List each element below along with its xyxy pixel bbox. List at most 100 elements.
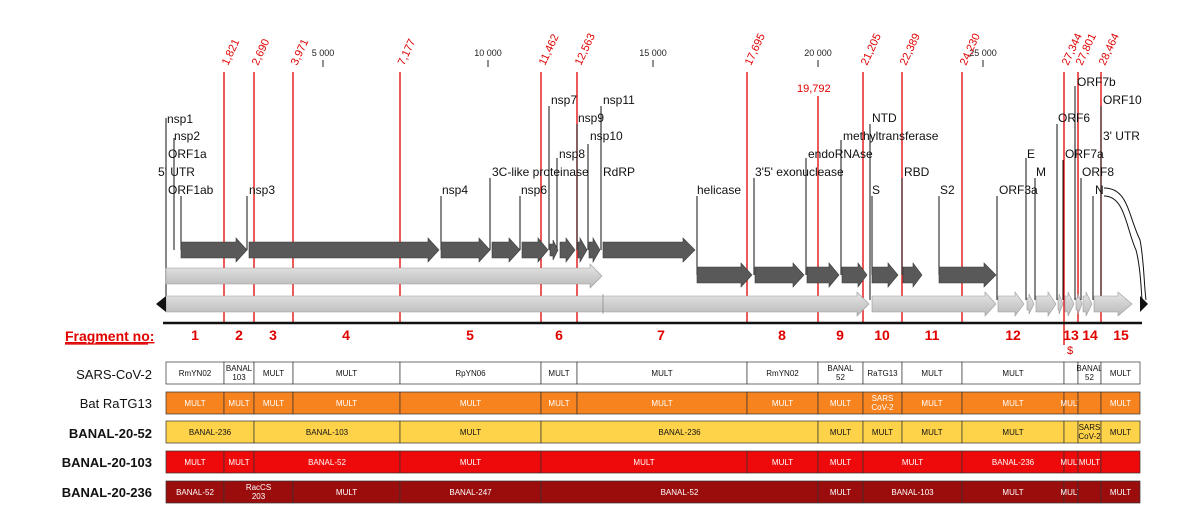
donor-cell-label: MULT bbox=[921, 399, 942, 408]
fragment-number: 13 bbox=[1063, 327, 1079, 343]
gene-label-orf6: ORF6 bbox=[1058, 111, 1090, 125]
fragment-number: 11 bbox=[925, 327, 940, 343]
donor-cell-label: MULT bbox=[184, 458, 205, 467]
gene-label-orf8: ORF8 bbox=[1082, 165, 1114, 179]
donor-cell bbox=[1100, 361, 1141, 385]
donor-cell-label: MULT bbox=[1110, 428, 1131, 437]
gene-label-orf10: ORF10 bbox=[1103, 93, 1142, 107]
fragment-number: 10 bbox=[874, 327, 890, 343]
donor-cell-label: MULT bbox=[872, 428, 893, 437]
gene-label-helicase: helicase bbox=[697, 183, 741, 197]
donor-cell-label: MULT bbox=[1110, 369, 1131, 378]
donor-cell-label: MULT bbox=[184, 399, 205, 408]
donor-cell-label: RpYN06 bbox=[455, 369, 486, 378]
fragment-number: 8 bbox=[778, 327, 786, 343]
gene-label-nsp6: nsp6 bbox=[521, 183, 547, 197]
donor-cell-label: BANAL-52 bbox=[308, 458, 346, 467]
gene-label-nsp2: nsp2 bbox=[174, 129, 200, 143]
donor-cell-label: MULT bbox=[772, 399, 793, 408]
donor-cell bbox=[1077, 391, 1102, 415]
donor-cell-label: BANAL 52 bbox=[827, 364, 854, 382]
donor-cell bbox=[1100, 450, 1141, 474]
gene-label-nsp1: nsp1 bbox=[167, 112, 193, 126]
fragment-number: 3 bbox=[269, 327, 277, 343]
gene-label-n: N bbox=[1095, 183, 1104, 197]
donor-cell-label: MULT bbox=[1060, 488, 1081, 497]
gene-label-rbd: RBD bbox=[904, 165, 930, 179]
breakpoint-label: 11,462 bbox=[537, 32, 562, 67]
gene-leaders bbox=[165, 86, 1147, 301]
donor-cell bbox=[1100, 480, 1141, 504]
gene-label-orf7b: ORF7b bbox=[1077, 75, 1116, 89]
donor-cell-label: MULT bbox=[460, 399, 481, 408]
top-axis: 5 000 10 000 15 000 20 000 25 000 bbox=[312, 48, 997, 67]
donor-cell-label: MULT bbox=[1060, 399, 1081, 408]
row-labels: SARS-CoV-2 Bat RaTG13 BANAL-20-52 BANAL-… bbox=[62, 367, 152, 500]
breakpoint-label: 22,389 bbox=[898, 32, 923, 68]
gene-label-3utr: 3' UTR bbox=[1103, 129, 1140, 143]
fragment-number: 4 bbox=[342, 327, 350, 343]
donor-cell-label: BANAL-52 bbox=[176, 488, 214, 497]
breakpoint-label: 2,690 bbox=[250, 37, 273, 67]
gene-label-orf1ab: ORF1ab bbox=[168, 183, 214, 197]
donor-cell-label: MULT bbox=[263, 369, 284, 378]
breakpoint-label: 7,177 bbox=[396, 37, 419, 67]
donor-cell-label: MULT bbox=[830, 458, 851, 467]
donor-cell-label: MULT bbox=[651, 369, 672, 378]
gene-label-rdrp: RdRP bbox=[603, 165, 635, 179]
row-label: SARS-CoV-2 bbox=[76, 367, 152, 382]
donor-cell-label: MULT bbox=[228, 458, 249, 467]
donor-row: BANAL-236 BANAL-103 MULT BANAL-236 MULT MULT M… bbox=[165, 420, 1141, 444]
axis-tick-label: 20 000 bbox=[804, 48, 832, 58]
donor-cell-label: RmYN02 bbox=[766, 369, 799, 378]
donor-cell-label: BANAL-236 bbox=[658, 428, 701, 437]
donor-cell-label: BANAL-103 bbox=[306, 428, 349, 437]
row-label: BANAL-20-103 bbox=[62, 455, 152, 470]
axis-tick-label: 5 000 bbox=[312, 48, 335, 58]
gene-label-3c-like-proteinase: 3C-like proteinase bbox=[492, 165, 589, 179]
gene-label-nsp4: nsp4 bbox=[442, 183, 468, 197]
breakpoint-label: 12,563 bbox=[573, 32, 598, 68]
donor-cell-label: MULT bbox=[336, 488, 357, 497]
axis-tick-label: 25 000 bbox=[969, 48, 997, 58]
baseline-start-marker bbox=[156, 296, 166, 312]
donor-cell-label: MULT bbox=[902, 458, 923, 467]
donor-cell-label: BANAL-52 bbox=[661, 488, 699, 497]
gene-label-m: M bbox=[1036, 165, 1046, 179]
gene-label-nsp11: nsp11 bbox=[603, 93, 635, 107]
fragment-number: 15 bbox=[1113, 327, 1129, 343]
donor-cell-label: MULT bbox=[830, 428, 851, 437]
fragment-number: 2 bbox=[235, 327, 243, 343]
donor-cell-label: MULT bbox=[772, 458, 793, 467]
fragment-number: 12 bbox=[1005, 327, 1021, 343]
donor-cell-label: RacCS 203 bbox=[246, 483, 271, 501]
gene-label-orf1a: ORF1a bbox=[168, 147, 207, 161]
donor-row: MULT MULT BANAL-52 MULT MULT MULT MULT MULT BANA… bbox=[165, 450, 1141, 474]
breakpoint-label: 17,695 bbox=[743, 32, 768, 68]
row-label: BANAL-20-236 bbox=[62, 485, 152, 500]
donor-cell-label: MULT bbox=[830, 488, 851, 497]
gene-label-s: S bbox=[872, 183, 880, 197]
row-label: BANAL-20-52 bbox=[69, 426, 152, 441]
fragment-numbers: Fragment no: 1 2 3 4 5 6 7 8 9 10 11 12 … bbox=[65, 327, 1129, 357]
extra-breakpoint-label: 19,792 bbox=[797, 83, 831, 95]
donor-table: RmYN02 BANAL 103 MULT MULT RpYN06 MULT MULT RmYN… bbox=[165, 361, 1141, 504]
gene-label-orf3a: ORF3a bbox=[999, 183, 1038, 197]
donor-cell-label: MULT bbox=[633, 458, 654, 467]
donor-cell-label: MULT bbox=[460, 458, 481, 467]
donor-cell-label: BANAL 52 bbox=[1076, 364, 1103, 382]
donor-cell-label: SARS CoV-2 bbox=[871, 394, 894, 412]
donor-cell-label: MULT bbox=[830, 399, 851, 408]
fragment-number: 5 bbox=[466, 327, 474, 343]
donor-cell bbox=[1063, 420, 1079, 444]
breakpoint-label: 28,464 bbox=[1097, 32, 1122, 68]
breakpoint-label: 1,821 bbox=[220, 37, 243, 67]
gene-label-nsp8: nsp8 bbox=[559, 147, 585, 161]
donor-cell-label: MULT bbox=[263, 399, 284, 408]
light-gene-arrows bbox=[165, 291, 1133, 317]
donor-row: RmYN02 BANAL 103 MULT MULT RpYN06 MULT MULT RmYN… bbox=[165, 361, 1141, 385]
donor-cell-label: SARS CoV-2 bbox=[1078, 423, 1101, 441]
gene-label-orf7a: ORF7a bbox=[1065, 147, 1104, 161]
fragment-number: 14 bbox=[1082, 327, 1098, 343]
